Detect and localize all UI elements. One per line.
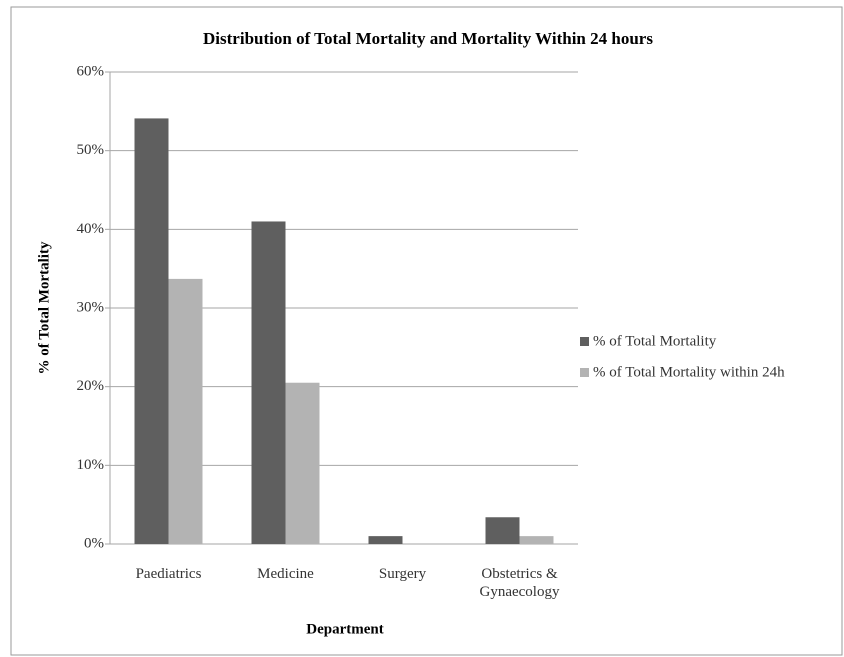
bar [285, 382, 320, 544]
bar [368, 536, 403, 544]
chart-title: Distribution of Total Mortality and Mort… [203, 29, 653, 48]
y-tick-label: 30% [77, 299, 105, 315]
y-axis-title: % of Total Mortality [36, 241, 52, 374]
x-tick-label: Surgery [378, 566, 427, 582]
x-axis-title: Department [306, 621, 383, 637]
bar [251, 221, 286, 544]
bar [134, 118, 169, 544]
y-tick-label: 60% [77, 63, 105, 79]
legend-swatch [580, 337, 589, 346]
y-tick-label: 10% [77, 457, 105, 473]
bar [519, 536, 554, 544]
legend-label: % of Total Mortality within 24h [593, 364, 785, 380]
legend-swatch [580, 368, 589, 377]
y-tick-label: 0% [84, 535, 104, 551]
y-tick-label: 20% [77, 378, 105, 394]
bar [168, 278, 203, 544]
x-tick-label: Medicine [257, 566, 314, 582]
bar [485, 517, 520, 544]
x-tick-label: Obstetrics & Gynaecology [479, 566, 560, 600]
x-tick-label: Paediatrics [135, 566, 202, 582]
y-tick-label: 50% [77, 142, 105, 158]
legend-label: % of Total Mortality [593, 333, 717, 349]
y-tick-label: 40% [77, 221, 105, 237]
